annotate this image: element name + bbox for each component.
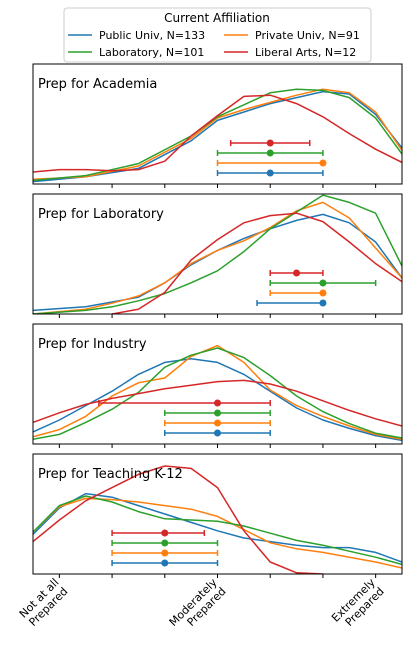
mean-errorbar-public-univ	[256, 299, 327, 307]
mean-errorbar-public-univ	[216, 169, 324, 177]
mean-point	[214, 419, 221, 427]
mean-errorbar-laboratory	[111, 539, 219, 547]
mean-point	[161, 529, 169, 537]
density-curve-public-univ	[33, 492, 402, 563]
density-curve-public-univ	[33, 358, 402, 442]
mean-point	[266, 169, 274, 177]
density-curve-liberal-arts	[33, 465, 323, 574]
density-curve-liberal-arts	[111, 212, 402, 314]
density-curve-private-univ	[33, 88, 402, 180]
mean-point	[266, 139, 274, 147]
panel-title: Prep for Academia	[38, 77, 157, 92]
legend-label-laboratory: Laboratory, N=101	[99, 46, 204, 59]
panel-title: Prep for Teaching K-12	[38, 467, 183, 482]
density-curve-laboratory	[33, 194, 402, 314]
legend-label-liberal-arts: Liberal Arts, N=12	[255, 46, 356, 59]
x-tick-label: ModeratelyPrepared	[167, 576, 229, 638]
mean-point	[319, 279, 327, 287]
density-curve-laboratory	[33, 347, 402, 440]
mean-point	[161, 549, 169, 557]
density-curve-public-univ	[33, 90, 402, 183]
mean-point	[319, 159, 327, 167]
mean-errorbar-laboratory	[164, 409, 271, 417]
mean-errorbar-liberal-arts	[98, 399, 271, 407]
legend-title: Current Affiliation	[164, 11, 270, 25]
mean-errorbar-liberal-arts	[111, 529, 206, 537]
legend: Current Affiliation Public Univ, N=133 Pr…	[63, 7, 372, 63]
panel-prep-for-teaching-k-12: Prep for Teaching K-12	[32, 453, 403, 578]
legend-label-public-univ: Public Univ, N=133	[99, 29, 205, 42]
x-axis: Not at allPrepared ModeratelyPrepared Extr…	[17, 576, 387, 638]
mean-errorbar-private-univ	[111, 549, 219, 557]
mean-point	[214, 409, 221, 417]
legend-frame	[63, 7, 372, 63]
mean-errorbar-public-univ	[111, 559, 219, 567]
legend-label-private-univ: Private Univ, N=91	[255, 29, 360, 42]
mean-point	[319, 289, 327, 297]
x-tick-label: ExtremelyPrepared	[329, 576, 387, 634]
mean-point	[161, 559, 169, 567]
panels: Prep for Academia Prep for Laboratory Prep…	[32, 63, 403, 578]
mean-errorbar-laboratory	[216, 149, 324, 157]
x-tick-label: Not at allPrepared	[17, 576, 71, 630]
panel-title: Prep for Laboratory	[38, 207, 164, 222]
mean-point	[214, 399, 221, 407]
mean-point	[161, 539, 169, 547]
panel-prep-for-academia: Prep for Academia	[32, 63, 403, 188]
density-curve-private-univ	[33, 497, 402, 569]
density-curve-liberal-arts	[33, 379, 402, 427]
density-curve-public-univ	[33, 213, 402, 312]
mean-point	[319, 299, 327, 307]
mean-errorbar-public-univ	[164, 429, 271, 437]
mean-point	[214, 429, 221, 437]
mean-errorbar-liberal-arts	[269, 269, 324, 277]
density-curve-private-univ	[33, 201, 402, 314]
mean-errorbar-laboratory	[269, 279, 377, 287]
panel-prep-for-laboratory: Prep for Laboratory	[32, 193, 403, 318]
mean-errorbar-private-univ	[269, 289, 327, 297]
panel-prep-for-industry: Prep for Industry	[32, 323, 403, 448]
mean-point	[266, 149, 274, 157]
density-curve-liberal-arts	[33, 94, 402, 173]
mean-errorbar-private-univ	[216, 159, 327, 167]
mean-point	[293, 269, 301, 277]
mean-errorbar-private-univ	[164, 419, 271, 427]
panel-title: Prep for Industry	[38, 337, 147, 352]
density-curve-private-univ	[33, 344, 402, 440]
mean-errorbar-liberal-arts	[229, 139, 311, 147]
density-curve-laboratory	[33, 495, 402, 566]
density-curve-laboratory	[33, 88, 402, 182]
